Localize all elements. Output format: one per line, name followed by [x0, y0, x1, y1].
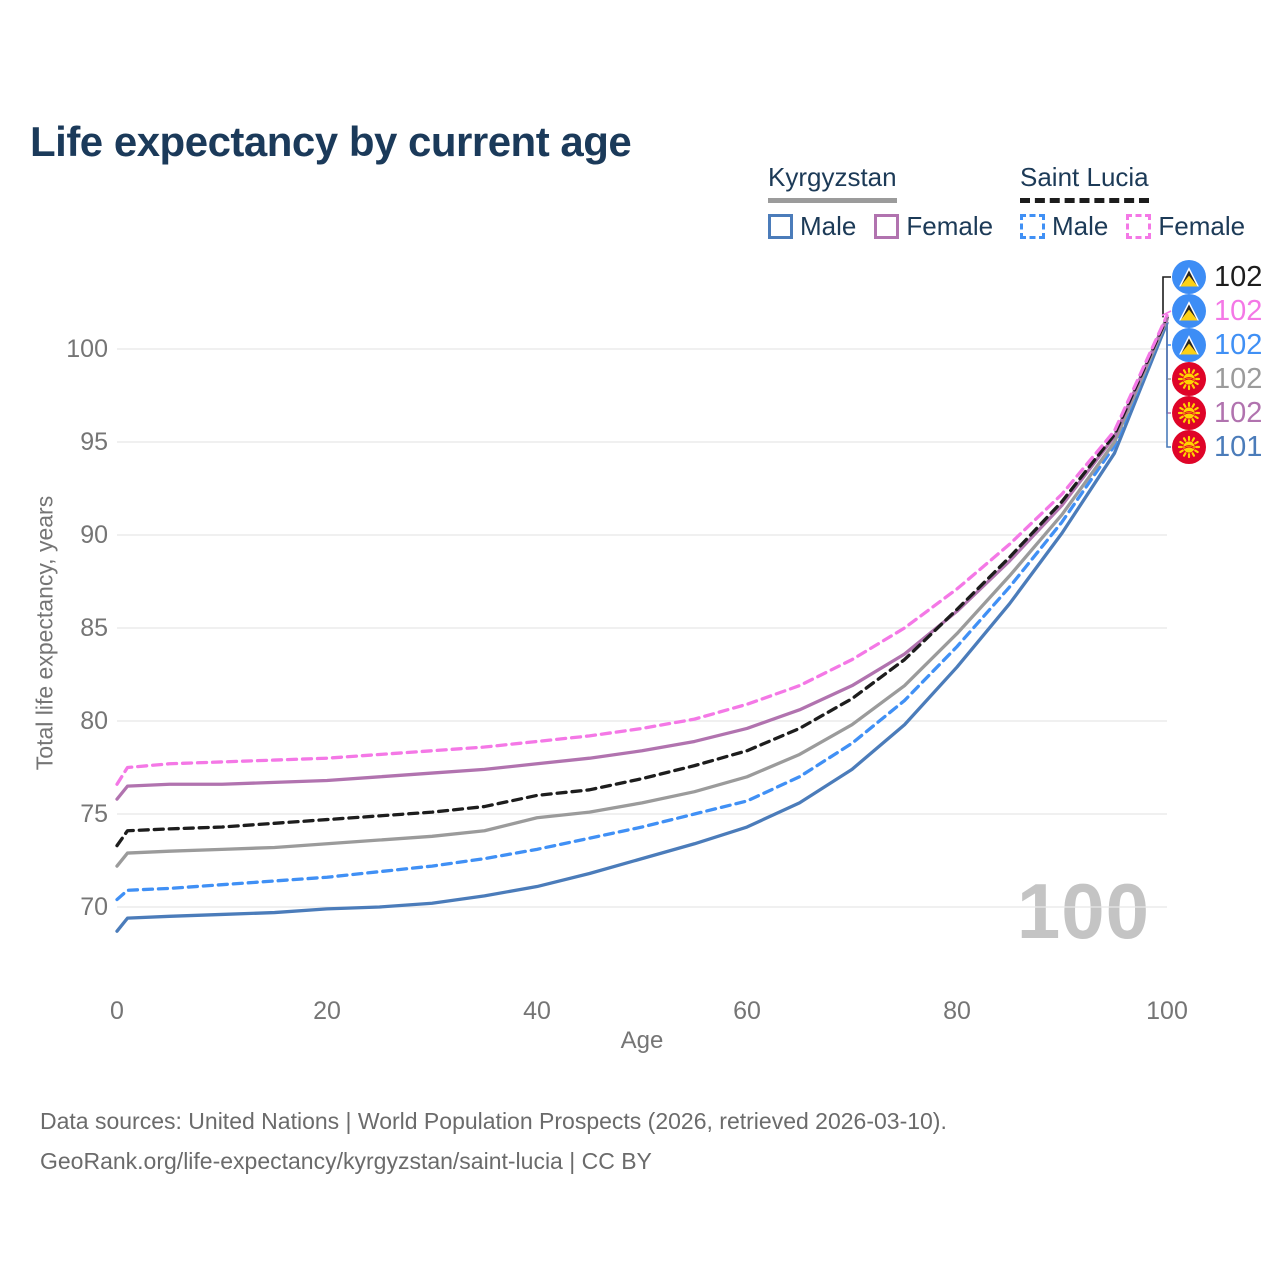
- saint-lucia-flag-icon: [1172, 328, 1206, 362]
- saint-lucia-female-swatch-icon: [1126, 214, 1152, 239]
- legend-group-saint-lucia: Saint Lucia Male Female: [1020, 162, 1263, 242]
- leader-line-sl-female: [1161, 310, 1172, 317]
- end-value: 102: [1214, 260, 1263, 293]
- chart-title: Life expectancy by current age: [30, 118, 632, 166]
- end-label-row-kg-male: 101: [1172, 429, 1262, 465]
- saint-lucia-flag-icon: [1172, 260, 1206, 294]
- legend-saint-lucia-header[interactable]: Saint Lucia: [1020, 162, 1149, 203]
- legend-item-saint-lucia-female[interactable]: Female: [1126, 211, 1245, 242]
- series-lines: [115, 313, 1169, 933]
- saint-lucia-flag-icon: [1172, 294, 1206, 328]
- y-tick-label: 90: [80, 521, 108, 549]
- kyrgyzstan-flag-icon: [1172, 362, 1206, 396]
- end-label-row-sl-female: 102: [1172, 293, 1262, 329]
- legend-item-kyrgyzstan-female[interactable]: Female: [874, 211, 993, 242]
- legend-saint-lucia-row: Male Female: [1020, 211, 1263, 242]
- x-tick-label: 40: [523, 997, 551, 1025]
- x-tick-label: 0: [110, 997, 124, 1025]
- kyrgyzstan-flag-icon: [1172, 430, 1206, 464]
- series-sl-female[interactable]: [115, 313, 1169, 786]
- legend-label: Male: [800, 211, 857, 241]
- series-kg-female[interactable]: [115, 315, 1169, 801]
- series-sl-male[interactable]: [115, 317, 1169, 902]
- data-sources-text: Data sources: United Nations | World Pop…: [40, 1108, 947, 1134]
- legend-label: Female: [1158, 211, 1246, 241]
- series-sl-total[interactable]: [115, 315, 1169, 848]
- kyrgyzstan-male-swatch-icon: [768, 214, 793, 239]
- y-tick-label: 85: [80, 614, 108, 642]
- end-value: 102: [1214, 328, 1263, 361]
- x-tick-label: 80: [943, 997, 971, 1025]
- legend-label: Male: [1052, 211, 1109, 241]
- end-value: 102: [1214, 294, 1263, 327]
- series-kg-male[interactable]: [115, 321, 1169, 933]
- watermark-100: 100: [1016, 867, 1150, 955]
- y-tick-label: 70: [80, 893, 108, 921]
- end-value: 101: [1214, 430, 1263, 463]
- attribution-url-text: GeoRank.org/life-expectancy/kyrgyzstan/s…: [40, 1148, 652, 1174]
- end-label-row-kg-total: 102: [1172, 361, 1262, 397]
- kyrgyzstan-flag-icon: [1172, 396, 1206, 430]
- end-label-row-sl-total: 102: [1172, 259, 1262, 295]
- end-label-row-kg-female: 102: [1172, 395, 1262, 431]
- x-axis-title: Age: [620, 1027, 664, 1054]
- y-tick-label: 95: [80, 428, 108, 456]
- leader-line-kg-male: [1166, 323, 1171, 448]
- gridlines: [117, 348, 1167, 908]
- y-tick-label: 100: [66, 335, 108, 363]
- x-tick-label: 20: [313, 997, 341, 1025]
- legend-item-saint-lucia-male[interactable]: Male: [1020, 211, 1108, 242]
- legend-item-kyrgyzstan-male[interactable]: Male: [768, 211, 856, 242]
- leader-lines: [1161, 276, 1172, 448]
- x-tick-label: 100: [1146, 997, 1188, 1025]
- kyrgyzstan-female-swatch-icon: [874, 214, 900, 239]
- y-tick-label: 75: [80, 800, 108, 828]
- legend-label: Female: [906, 211, 994, 241]
- series-kg-total[interactable]: [115, 317, 1169, 868]
- y-tick-label: 80: [80, 707, 108, 735]
- legend-kyrgyzstan-header[interactable]: Kyrgyzstan: [768, 162, 897, 203]
- x-tick-label: 60: [733, 997, 761, 1025]
- saint-lucia-male-swatch-icon: [1020, 214, 1045, 239]
- end-label-row-sl-male: 102: [1172, 327, 1262, 363]
- end-value: 102: [1214, 396, 1263, 429]
- legend-kyrgyzstan-row: Male Female: [768, 211, 1011, 242]
- leader-line-sl-total: [1162, 276, 1171, 318]
- legend-group-kyrgyzstan: Kyrgyzstan Male Female: [768, 162, 1011, 242]
- end-value: 102: [1214, 362, 1263, 395]
